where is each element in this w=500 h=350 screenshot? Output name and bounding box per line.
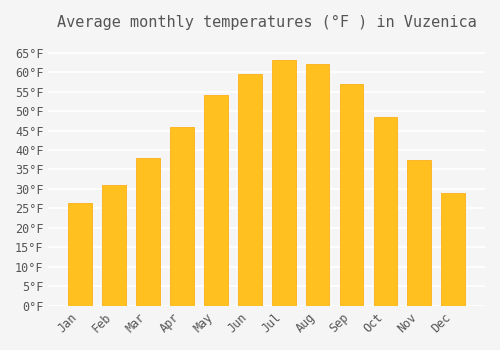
Bar [102,185,126,306]
Title: Average monthly temperatures (°F ) in Vuzenica: Average monthly temperatures (°F ) in Vu… [57,15,476,30]
Bar [238,74,262,306]
Bar [68,203,92,306]
Bar [272,61,295,306]
Bar [170,127,194,306]
Bar [408,160,431,306]
Bar [374,117,398,306]
Bar [136,158,160,306]
Bar [340,84,363,306]
Bar [442,193,465,306]
Bar [204,96,228,306]
Bar [306,64,330,306]
